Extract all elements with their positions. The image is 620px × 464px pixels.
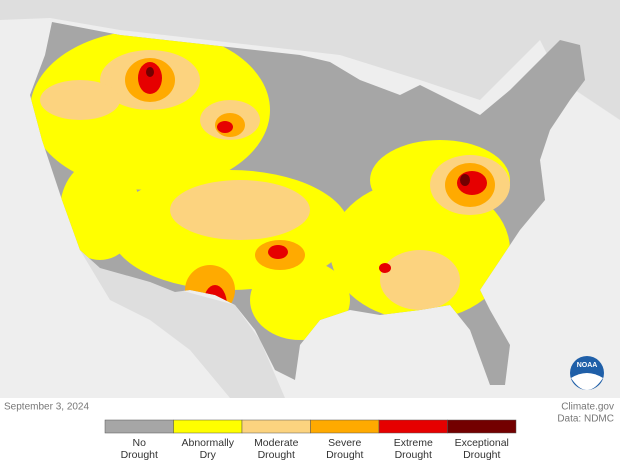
legend-label: Drought xyxy=(463,449,500,461)
legend-label: Dry xyxy=(200,449,217,461)
us-map xyxy=(30,22,585,385)
legend-swatch xyxy=(173,419,243,434)
canada xyxy=(0,0,620,120)
credit: Climate.gov xyxy=(561,402,614,413)
legend-label: Drought xyxy=(258,449,295,461)
noaa-logo-wave xyxy=(571,373,603,390)
legend-swatch xyxy=(447,419,517,434)
legend-label: Moderate xyxy=(254,437,299,449)
mexico xyxy=(80,250,285,398)
source: Data: NDMC xyxy=(557,414,614,425)
legend-swatch xyxy=(241,419,311,434)
legend-swatch xyxy=(104,419,174,434)
legend-label: Abnormally xyxy=(181,437,234,449)
legend-label: Exceptional xyxy=(455,437,509,449)
legend-label: No xyxy=(133,437,147,449)
date: September 3, 2024 xyxy=(4,402,89,413)
legend-label: Severe xyxy=(328,437,361,449)
legend: NoDroughtAbnormallyDryModerateDroughtSev… xyxy=(104,419,517,461)
legend-label: Drought xyxy=(326,449,363,461)
legend-label: Drought xyxy=(121,449,158,461)
legend-swatch xyxy=(378,419,448,434)
logo-text: NOAA xyxy=(577,362,598,369)
legend-label: Extreme xyxy=(394,437,433,449)
legend-swatch xyxy=(310,419,380,434)
legend-label: Drought xyxy=(395,449,432,461)
